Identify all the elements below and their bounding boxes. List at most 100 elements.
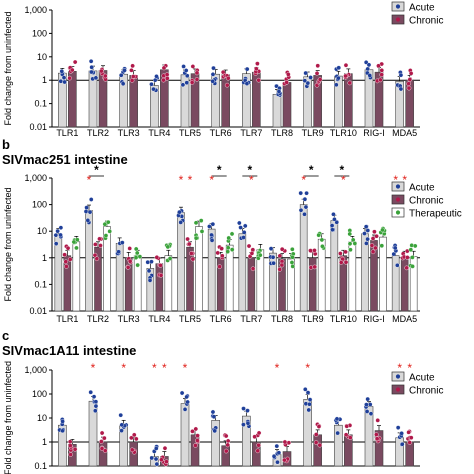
data-point	[375, 418, 381, 423]
data-point	[194, 77, 200, 82]
bar	[221, 74, 230, 128]
legend-label: Acute	[409, 183, 435, 194]
legend: Acute Chronic	[389, 0, 474, 30]
data-point	[127, 258, 133, 264]
data-point	[255, 61, 260, 66]
y-axis-label: Fold change from uninfected	[3, 187, 13, 301]
category-label: TLR9	[302, 128, 324, 138]
data-point	[244, 66, 250, 72]
data-point	[129, 447, 135, 453]
data-point	[407, 77, 413, 82]
data-point	[65, 245, 71, 251]
data-point	[149, 259, 154, 264]
data-point	[58, 232, 63, 238]
bar	[405, 441, 414, 467]
data-point	[134, 250, 140, 256]
data-point	[338, 251, 343, 256]
bar	[72, 241, 81, 312]
data-point	[97, 236, 102, 242]
data-point	[306, 407, 312, 413]
data-point	[275, 459, 280, 465]
significance-star: *	[94, 163, 99, 177]
data-point	[99, 430, 105, 436]
data-point	[131, 432, 137, 438]
significance-star: *	[339, 163, 344, 177]
data-point	[298, 190, 303, 196]
data-point	[408, 435, 414, 440]
data-point	[212, 428, 218, 434]
data-point	[343, 432, 349, 438]
significance-star-red: *	[152, 361, 157, 375]
legend-dot	[395, 4, 401, 9]
data-point	[379, 72, 384, 77]
category-label: TLR5	[179, 314, 201, 324]
data-point	[211, 65, 216, 71]
legend-label: Chronic	[409, 386, 443, 397]
data-point	[190, 429, 195, 434]
data-point	[162, 445, 168, 451]
y-tick-label: 1,000	[24, 173, 47, 183]
data-point	[332, 217, 337, 222]
legend-dot	[395, 184, 401, 189]
data-point	[105, 219, 111, 225]
data-point	[364, 409, 370, 414]
data-point	[61, 75, 67, 80]
data-point	[395, 262, 400, 268]
data-point	[336, 65, 342, 71]
data-point	[133, 246, 139, 252]
data-point	[187, 241, 192, 247]
bar	[180, 403, 190, 467]
data-point	[270, 254, 276, 260]
data-point	[211, 414, 217, 420]
data-point	[127, 246, 132, 251]
data-point	[336, 75, 341, 81]
data-point	[313, 440, 319, 445]
data-point	[369, 243, 375, 248]
significance-star-red: *	[341, 173, 346, 187]
data-point	[302, 196, 308, 202]
data-point	[151, 86, 156, 92]
data-point	[238, 225, 243, 230]
data-point	[343, 73, 348, 79]
category-label: TLR2	[87, 314, 109, 324]
data-point	[290, 254, 295, 260]
data-point	[91, 394, 97, 399]
data-point	[315, 63, 321, 69]
data-point	[93, 75, 99, 81]
category-label: TLR6	[210, 128, 232, 138]
data-point	[286, 72, 291, 77]
category-label: TLR10	[330, 314, 357, 324]
data-point	[53, 232, 59, 238]
category-label: TLR6	[210, 314, 232, 324]
data-point	[268, 246, 274, 251]
data-point	[189, 251, 194, 256]
data-point	[146, 268, 152, 274]
data-point	[158, 272, 164, 278]
data-point	[348, 247, 353, 253]
data-point	[412, 243, 418, 249]
data-point	[193, 235, 199, 241]
bar	[85, 210, 93, 312]
data-point	[154, 255, 160, 260]
data-point	[379, 243, 385, 249]
data-point	[373, 245, 378, 251]
data-point	[63, 259, 69, 265]
data-point	[308, 248, 313, 253]
bar	[282, 82, 292, 128]
data-point	[88, 389, 94, 395]
data-point	[59, 68, 65, 74]
data-point	[129, 435, 134, 441]
data-point	[193, 426, 199, 432]
data-point	[133, 255, 139, 260]
data-point	[68, 452, 73, 457]
data-point	[302, 78, 308, 83]
data-point	[107, 229, 112, 234]
data-point	[149, 81, 154, 87]
data-point	[219, 246, 224, 251]
bar	[330, 220, 339, 312]
significance-star-red: *	[183, 361, 188, 375]
data-point	[87, 209, 93, 215]
data-point	[320, 244, 325, 249]
data-point	[62, 252, 67, 258]
